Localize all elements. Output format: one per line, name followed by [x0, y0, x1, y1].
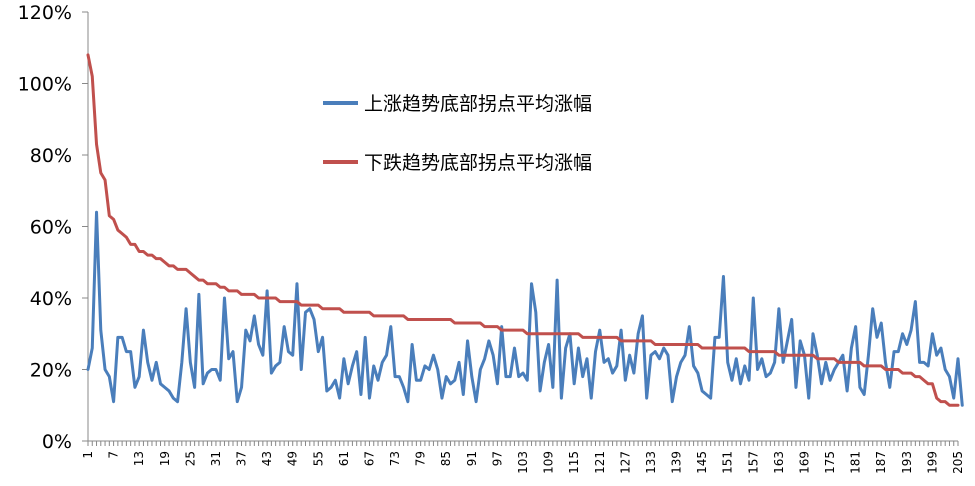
- y-axis: 0% 20% 40% 60% 80% 100% 120%: [18, 2, 89, 453]
- y-tick-label: 120%: [18, 2, 72, 24]
- x-tick-label: 109: [542, 451, 556, 474]
- x-tick-label: 145: [695, 451, 709, 474]
- legend-label-rising: 上涨趋势底部拐点平均涨幅: [364, 93, 592, 115]
- x-tick-label: 73: [388, 451, 402, 466]
- x-tick-label: 193: [900, 451, 914, 474]
- x-tick-label: 97: [490, 451, 504, 466]
- y-tick-label: 100%: [18, 74, 72, 96]
- x-tick-label: 55: [311, 451, 325, 466]
- x-axis: 1 7 13 19 25 31 37 43 49 55 61 67 73 79 85 91 97 103 109 11…: [81, 440, 965, 474]
- x-tick-label: 49: [286, 451, 300, 466]
- x-tick-label: 205: [951, 451, 965, 474]
- x-tick-label: 127: [618, 451, 632, 474]
- y-tick-label: 80%: [30, 145, 72, 167]
- y-tick-label: 20%: [30, 360, 72, 382]
- x-tick-label: 25: [183, 451, 197, 466]
- x-tick-label: 169: [797, 451, 811, 474]
- x-tick-label: 7: [107, 451, 121, 459]
- x-tick-label: 37: [235, 451, 249, 466]
- series-layer: [86, 53, 964, 407]
- x-tick-label: 181: [849, 451, 863, 474]
- series-line-falling: [86, 53, 960, 407]
- x-tick-label: 187: [874, 451, 888, 474]
- x-tick-label: 31: [209, 451, 223, 466]
- x-tick-label: 43: [260, 451, 274, 466]
- y-tick-label: 60%: [30, 217, 72, 239]
- y-tick-label: 0%: [42, 431, 72, 453]
- x-tick-label: 19: [158, 451, 172, 466]
- x-tick-label: 103: [516, 451, 530, 474]
- x-tick-label: 115: [567, 451, 581, 474]
- x-tick-label: 121: [593, 451, 607, 474]
- x-tick-label: 1: [81, 451, 95, 459]
- x-tick-label: 139: [670, 451, 684, 474]
- x-tick-label: 91: [465, 451, 479, 466]
- legend: 上涨趋势底部拐点平均涨幅 下跌趋势底部拐点平均涨幅: [323, 93, 592, 174]
- x-tick-label: 175: [823, 451, 837, 474]
- legend-label-falling: 下跌趋势底部拐点平均涨幅: [364, 152, 592, 174]
- x-tick-label: 199: [925, 451, 939, 474]
- x-tick-label: 157: [746, 451, 760, 474]
- x-tick-label: 85: [439, 451, 453, 466]
- y-tick-label: 40%: [30, 288, 72, 310]
- x-tick-label: 163: [772, 451, 786, 474]
- x-tick-label: 79: [414, 451, 428, 466]
- x-tick-label: 61: [337, 451, 351, 466]
- x-tick-label: 133: [644, 451, 658, 474]
- series-line-rising: [86, 210, 964, 407]
- x-tick-label: 67: [362, 451, 376, 466]
- x-tick-label: 13: [132, 451, 146, 466]
- x-tick-label: 151: [721, 451, 735, 474]
